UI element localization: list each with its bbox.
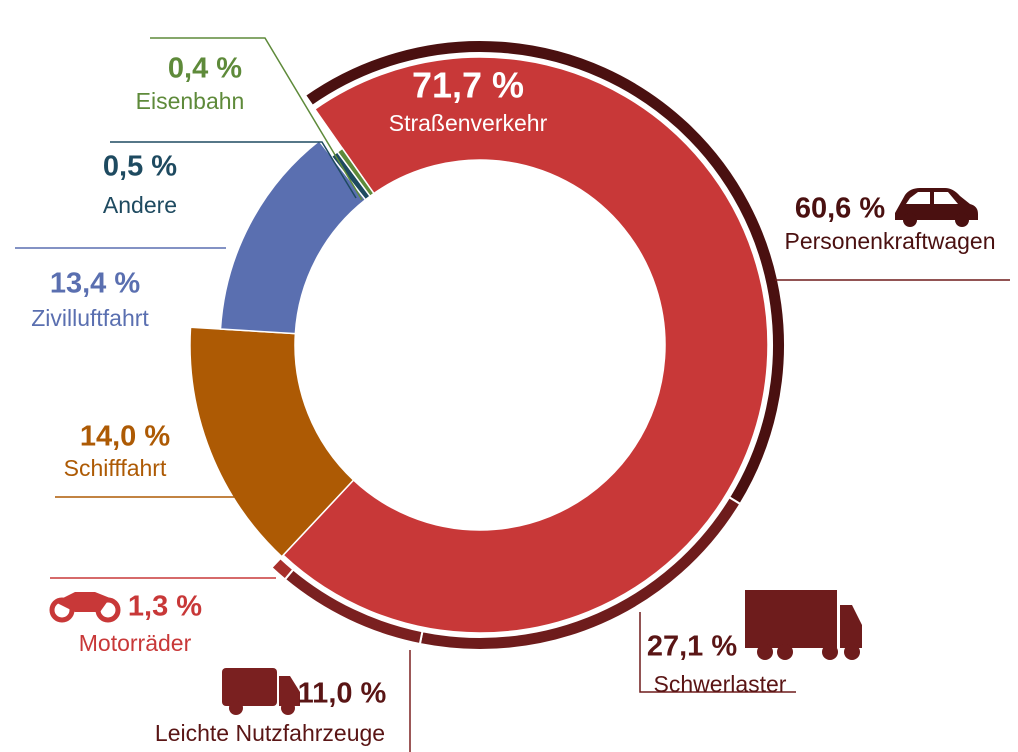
outer-ring-segment (270, 556, 295, 581)
leader-line (639, 612, 796, 693)
icons (49, 188, 978, 715)
value-label: 14,0 % (80, 421, 170, 453)
value-label: 0,4 % (168, 53, 242, 85)
category-label: Leichte Nutzfahrzeuge (155, 720, 385, 746)
value-label: 1,3 % (128, 591, 202, 623)
donut-segment (219, 139, 367, 335)
value-label: 71,7 % (412, 65, 524, 106)
value-label: 13,4 % (50, 268, 140, 300)
category-label: Schifffahrt (64, 455, 167, 481)
category-label: Motorräder (79, 630, 192, 656)
value-label: 11,0 % (298, 678, 387, 710)
category-label: Eisenbahn (136, 88, 245, 114)
category-label: Andere (103, 192, 177, 218)
motorcycle-icon (49, 592, 121, 623)
van-icon (222, 668, 300, 715)
category-label: Personenkraftwagen (785, 228, 996, 254)
category-label: Schwerlaster (654, 671, 787, 697)
category-label: Zivilluftfahrt (31, 305, 149, 331)
donut-segment (282, 56, 769, 634)
category-label: Straßenverkehr (389, 110, 548, 136)
truck-icon (745, 590, 862, 660)
donut-segment (336, 147, 375, 198)
value-label: 60,6 % (795, 193, 885, 225)
leader-line (150, 37, 363, 201)
leader-line (110, 141, 357, 199)
value-label: 0,5 % (103, 151, 177, 183)
value-label: 27,1 % (647, 631, 737, 663)
car-icon (895, 188, 978, 227)
